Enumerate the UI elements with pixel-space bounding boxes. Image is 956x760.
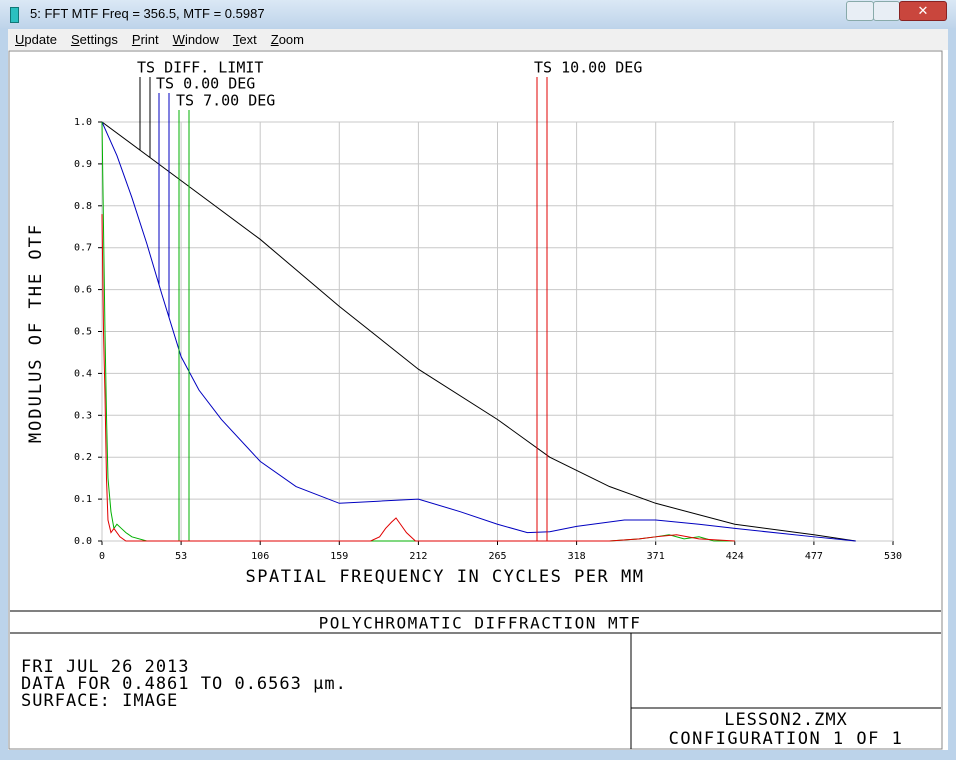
menu-item[interactable]: Text bbox=[232, 32, 257, 47]
footer-right-text: LESSON2.ZMX bbox=[724, 710, 848, 730]
mtf-curve bbox=[101, 121, 856, 542]
y-axis-label: MODULUS OF THE OTF bbox=[26, 223, 46, 443]
menu-item[interactable]: Update bbox=[15, 32, 57, 47]
legend-label: TS 7.00 DEG bbox=[176, 92, 275, 110]
menu-item[interactable]: Zoom bbox=[270, 32, 304, 47]
minimize-button[interactable] bbox=[846, 1, 874, 21]
legend-label: TS 0.00 DEG bbox=[156, 75, 255, 93]
y-tick-label: 0.4 bbox=[74, 368, 92, 379]
y-tick-label: 1.0 bbox=[74, 117, 92, 128]
x-tick-label: 424 bbox=[726, 551, 744, 562]
mtf-curve bbox=[101, 121, 735, 542]
y-tick-label: 0.1 bbox=[74, 494, 92, 505]
x-tick-label: 0 bbox=[99, 551, 105, 562]
y-tick-label: 0.8 bbox=[74, 201, 92, 212]
menu-bar: Update Settings Print Window Text Zoom bbox=[8, 29, 948, 50]
x-tick-label: 265 bbox=[488, 551, 506, 562]
x-tick-label: 477 bbox=[805, 551, 823, 562]
x-tick-label: 530 bbox=[884, 551, 902, 562]
y-tick-label: 0.7 bbox=[74, 243, 92, 254]
title-bar: 5: FFT MTF Freq = 356.5, MTF = 0.5987 ✕ bbox=[0, 0, 956, 28]
window-title: 5: FFT MTF Freq = 356.5, MTF = 0.5987 bbox=[30, 6, 265, 21]
menu-item[interactable]: Window bbox=[172, 32, 219, 47]
legend-label: TS DIFF. LIMIT bbox=[137, 59, 263, 77]
y-tick-label: 0.3 bbox=[74, 410, 92, 421]
y-tick-label: 0.9 bbox=[74, 159, 92, 170]
content-border bbox=[8, 50, 943, 750]
menu-item[interactable]: Print bbox=[131, 32, 159, 47]
y-tick-label: 0.5 bbox=[74, 327, 92, 338]
x-tick-label: 371 bbox=[647, 551, 665, 562]
y-tick-label: 0.2 bbox=[74, 452, 92, 463]
x-tick-label: 159 bbox=[330, 551, 348, 562]
x-tick-label: 106 bbox=[251, 551, 269, 562]
footer-title: POLYCHROMATIC DIFFRACTION MTF bbox=[319, 614, 642, 633]
close-button[interactable]: ✕ bbox=[899, 1, 947, 21]
x-tick-label: 318 bbox=[568, 551, 586, 562]
legend-label: TS 10.00 DEG bbox=[534, 59, 642, 77]
x-tick-label: 212 bbox=[409, 551, 427, 562]
footer-left-text: SURFACE: IMAGE bbox=[21, 691, 178, 711]
footer-right-text: CONFIGURATION 1 OF 1 bbox=[669, 729, 904, 749]
y-tick-label: 0.6 bbox=[74, 285, 92, 296]
chart: POLYCHROMATIC DIFFRACTION MTF FRI JUL 26… bbox=[8, 50, 948, 750]
x-axis-label: SPATIAL FREQUENCY IN CYCLES PER MM bbox=[246, 567, 645, 587]
mtf-curve bbox=[101, 214, 735, 542]
footer-left-text: DATA FOR 0.4861 TO 0.6563 µm. bbox=[21, 674, 347, 694]
y-tick-label: 0.0 bbox=[74, 536, 92, 547]
menu-item[interactable]: Settings bbox=[70, 32, 118, 47]
maximize-button[interactable] bbox=[873, 1, 900, 21]
app-icon bbox=[10, 7, 19, 23]
mtf-curve bbox=[101, 121, 856, 542]
footer-left-text: FRI JUL 26 2013 bbox=[21, 657, 190, 677]
x-tick-label: 53 bbox=[175, 551, 187, 562]
